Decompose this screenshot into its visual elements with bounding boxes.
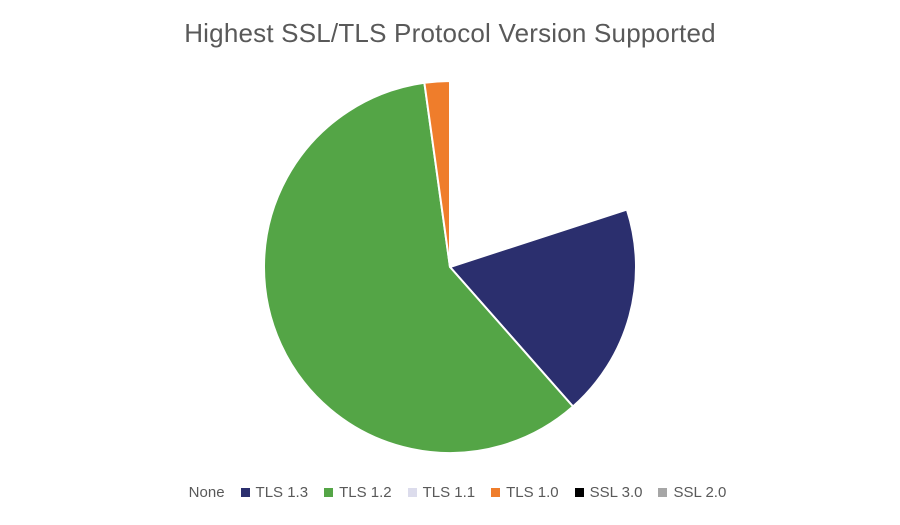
pie-slice-tls-1-0 — [423, 80, 451, 268]
legend-swatch — [658, 488, 668, 497]
legend-item-none: None — [173, 484, 225, 501]
pie-slices — [263, 55, 646, 454]
legend-swatch — [173, 488, 183, 497]
legend-swatch — [574, 488, 584, 497]
legend-item-tls-1-3: TLS 1.3 — [240, 484, 309, 501]
legend-item-tls-1-2: TLS 1.2 — [324, 484, 392, 501]
legend-label: TLS 1.0 — [506, 484, 559, 501]
legend-label: SSL 2.0 — [673, 484, 727, 501]
legend-label: TLS 1.3 — [255, 484, 309, 501]
chart-title: Highest SSL/TLS Protocol Version Support… — [184, 18, 716, 48]
legend-swatch — [491, 488, 501, 497]
legend-swatch — [407, 488, 417, 497]
legend-item-tls-1-1: TLS 1.1 — [407, 484, 476, 501]
legend-swatch — [324, 488, 334, 497]
pie-slice-tls-1-3 — [449, 208, 637, 408]
legend-label: TLS 1.2 — [339, 484, 392, 501]
legend-label: SSL 3.0 — [589, 484, 643, 501]
legend-item-ssl-2-0: SSL 2.0 — [658, 484, 726, 501]
legend-label: TLS 1.1 — [422, 484, 476, 501]
pie-slice-tls-1-2 — [263, 81, 575, 454]
legend-swatch — [240, 488, 250, 497]
chart-legend: None TLS 1.3 TLS 1.2 TLS 1.1 TLS 1.0 SSL 3.0 S… — [0, 484, 900, 501]
legend-item-tls-1-0: TLS 1.0 — [491, 484, 559, 501]
legend-label: None — [188, 484, 225, 501]
pie-slice-none — [466, 55, 646, 244]
legend-item-ssl-3-0: SSL 3.0 — [574, 484, 643, 501]
